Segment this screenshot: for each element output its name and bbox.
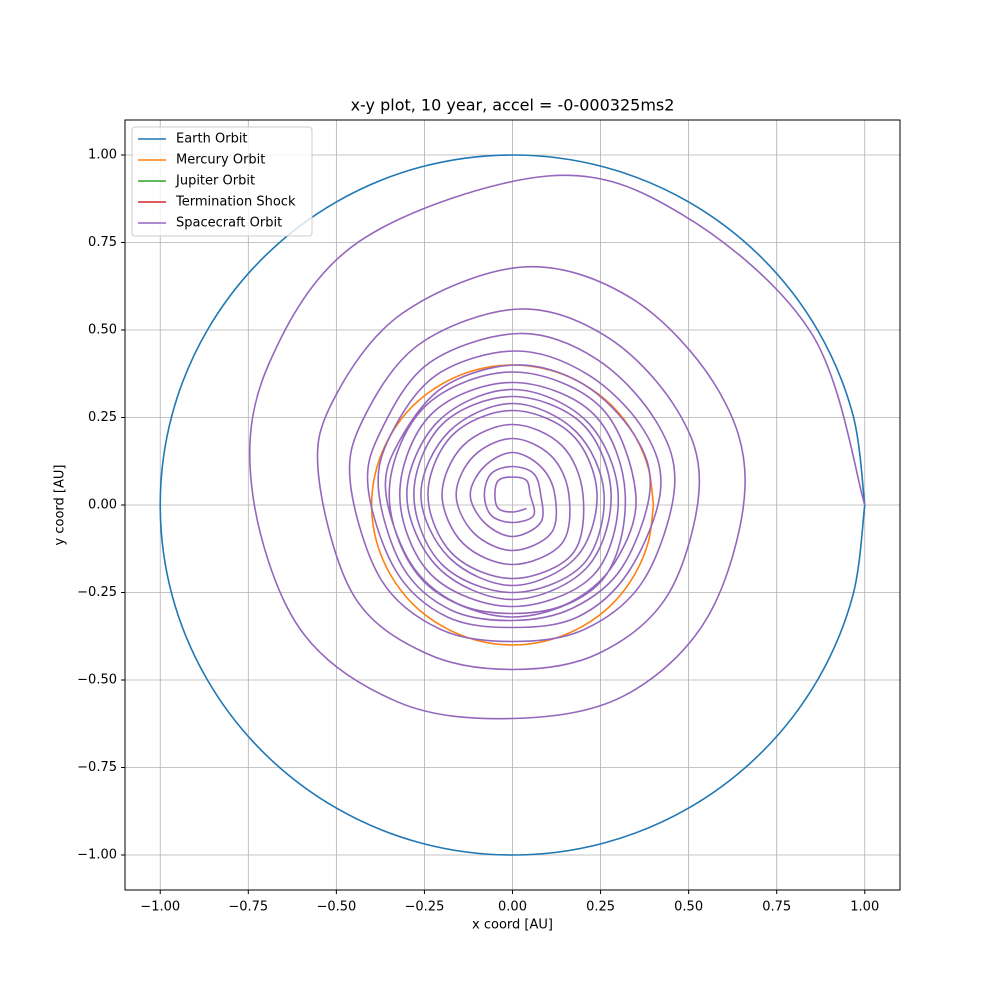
y-tick-label: −1.00 [77,848,117,863]
series-line [159,154,866,856]
plot-frame [124,119,901,891]
x-axis-label: x coord [AU] [472,918,553,933]
chart-title: x-y plot, 10 year, accel = -0-000325ms2 [351,96,675,115]
legend-box [131,126,313,237]
y-tick-label: −0.50 [77,673,117,688]
x-tick-label: 0.25 [586,900,615,915]
x-tick-label: −1.00 [140,900,180,915]
y-axis-label: y coord [AU] [53,465,68,546]
legend-label: Spacecraft Orbit [176,216,282,231]
legend-label: Jupiter Orbit [175,174,255,189]
x-tick-label: 0.75 [762,900,791,915]
legend-label: Termination Shock [175,195,296,210]
x-tick-label: −0.25 [405,900,445,915]
x-tick-label: 0.00 [498,900,527,915]
y-tick-label: −0.25 [77,585,117,600]
y-tick-label: 0.25 [88,410,117,425]
y-tick-label: 0.50 [88,323,117,338]
legend-label: Mercury Orbit [176,153,265,168]
y-tick-label: 1.00 [88,148,117,163]
x-tick-label: −0.50 [316,900,356,915]
y-tick-label: −0.75 [77,760,117,775]
x-tick-label: 0.50 [674,900,703,915]
x-tick-label: −0.75 [228,900,268,915]
y-tick-label: 0.00 [88,498,117,513]
legend-label: Earth Orbit [176,132,248,147]
series-line [248,174,866,720]
y-tick-label: 0.75 [88,235,117,250]
plot-area [159,154,866,856]
x-tick-label: 1.00 [850,900,879,915]
